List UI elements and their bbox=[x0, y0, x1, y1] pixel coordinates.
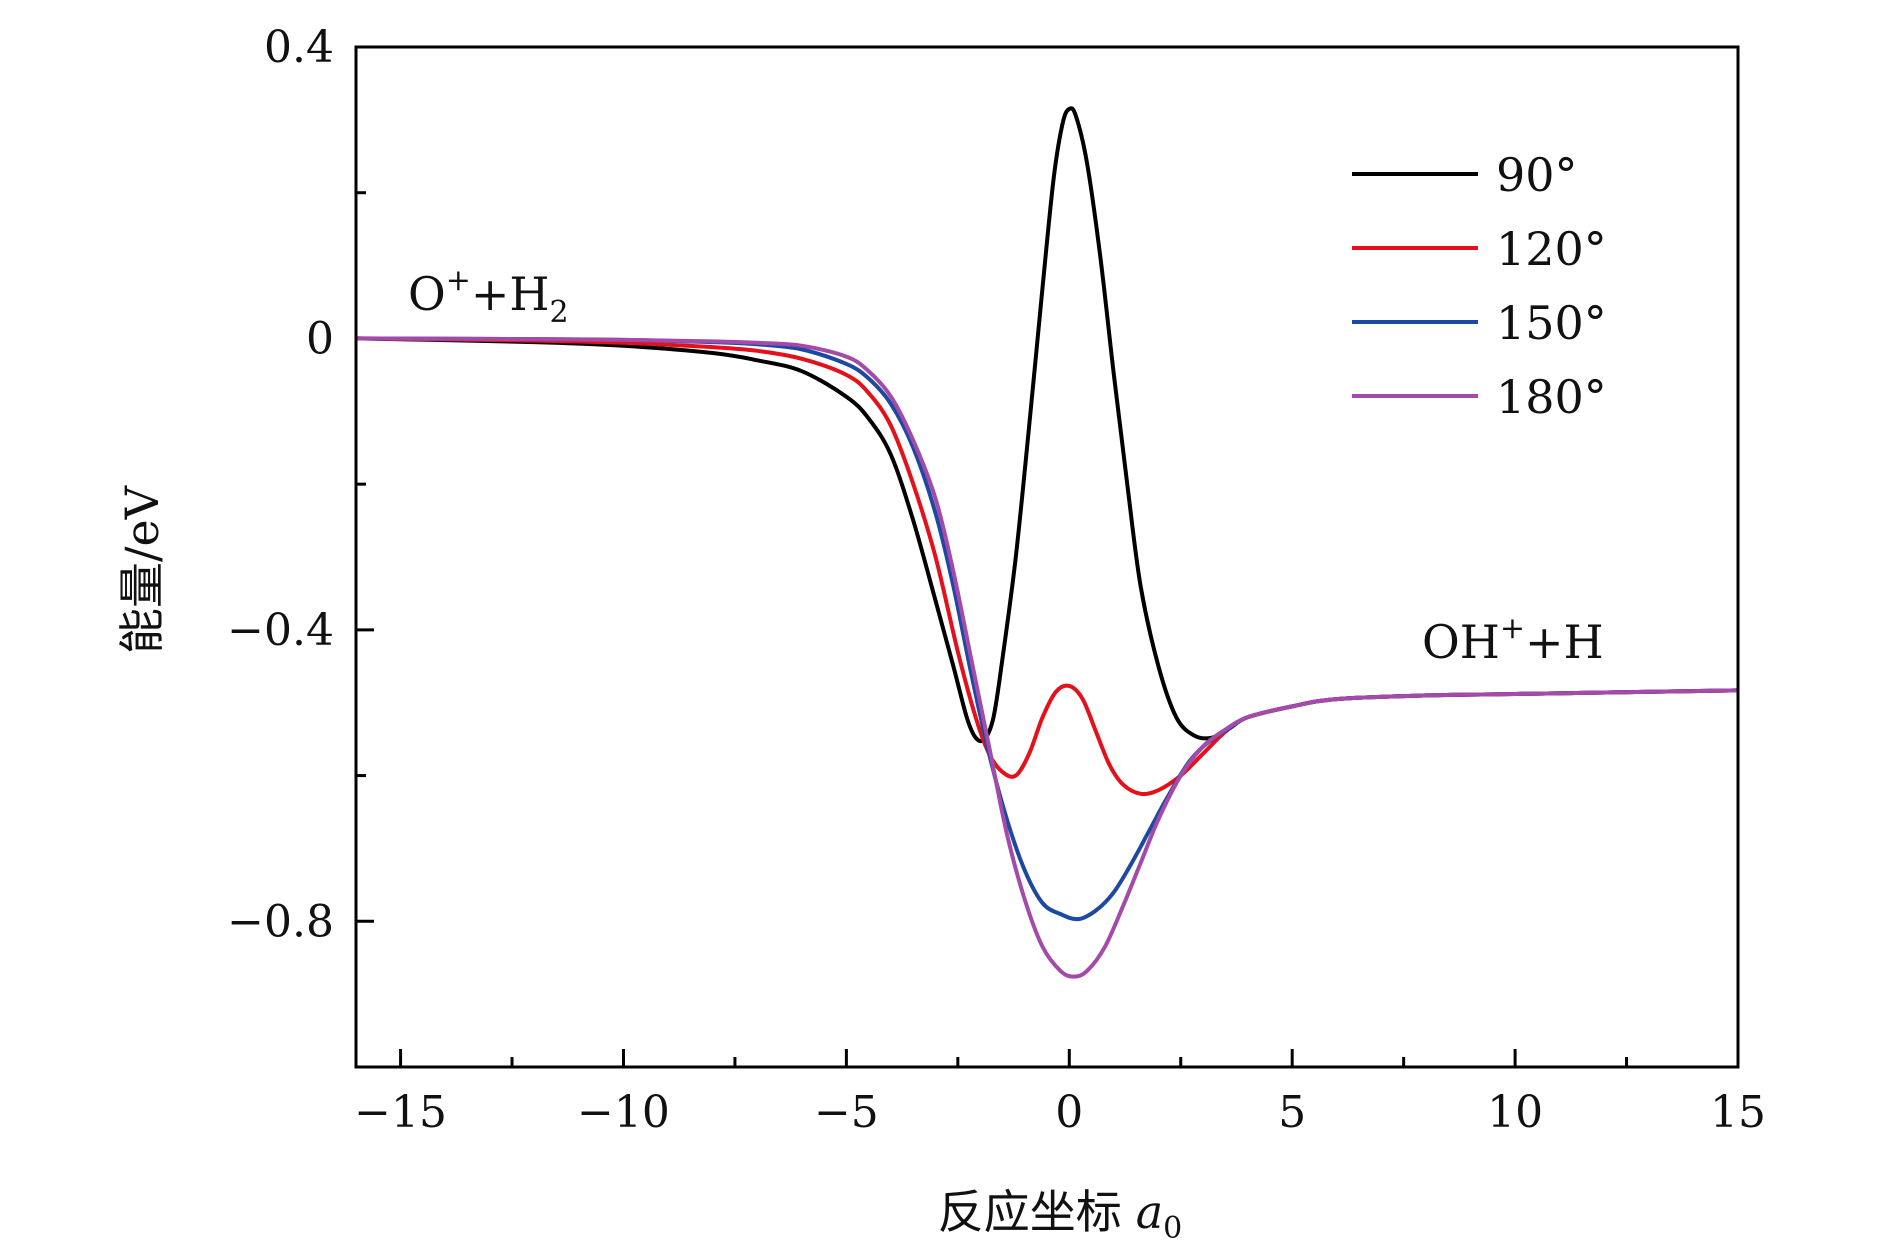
annotation-products: OH++H bbox=[1422, 611, 1604, 669]
annotation-reactants-main: O bbox=[408, 267, 446, 321]
series-line-4 bbox=[355, 336, 1739, 979]
x-tick-label: −10 bbox=[577, 1087, 670, 1138]
x-axis-label-text: 反应坐标 bbox=[938, 1185, 1122, 1239]
x-tick-label: −15 bbox=[354, 1087, 447, 1138]
x-tick-label: −5 bbox=[814, 1087, 879, 1138]
annotation-products-mid: +H bbox=[1525, 615, 1604, 669]
y-tick-label: 0 bbox=[306, 313, 334, 364]
legend: 90° 120° 150° 180° bbox=[1352, 148, 1607, 424]
annotation-products-main: OH bbox=[1422, 615, 1500, 669]
annotation-reactants: O++H2 bbox=[408, 263, 569, 330]
y-tick-label: 0.4 bbox=[264, 22, 334, 73]
y-axis-label: 能量/eV bbox=[115, 485, 169, 654]
legend-label-1: 90° bbox=[1496, 148, 1578, 202]
x-axis-unit-sub: 0 bbox=[1163, 1211, 1182, 1246]
plot-frame bbox=[354, 45, 1740, 1069]
x-tick-label: 0 bbox=[1055, 1087, 1083, 1138]
series-lines bbox=[355, 106, 1739, 979]
legend-label-2: 120° bbox=[1496, 222, 1607, 276]
x-tick-label: 10 bbox=[1487, 1087, 1543, 1138]
x-axis-label: 反应坐标 a0 bbox=[938, 1185, 1183, 1246]
x-axis-unit: a bbox=[1136, 1185, 1163, 1239]
y-tick-label: −0.8 bbox=[227, 896, 334, 947]
annotation-products-sup: + bbox=[1500, 611, 1525, 646]
tick-labels: −15 −10 −5 0 5 10 15 −0.8 −0.4 0 0.4 bbox=[227, 22, 1766, 1138]
x-tick-label: 5 bbox=[1278, 1087, 1306, 1138]
legend-label-4: 180° bbox=[1496, 370, 1607, 424]
annotation-reactants-sup: + bbox=[446, 263, 471, 298]
y-tick-label: −0.4 bbox=[227, 605, 334, 656]
annotation-reactants-mid: +H bbox=[471, 267, 550, 321]
annotation-reactants-sub: 2 bbox=[550, 295, 569, 330]
legend-label-3: 150° bbox=[1496, 296, 1607, 350]
x-tick-label: 15 bbox=[1710, 1087, 1766, 1138]
